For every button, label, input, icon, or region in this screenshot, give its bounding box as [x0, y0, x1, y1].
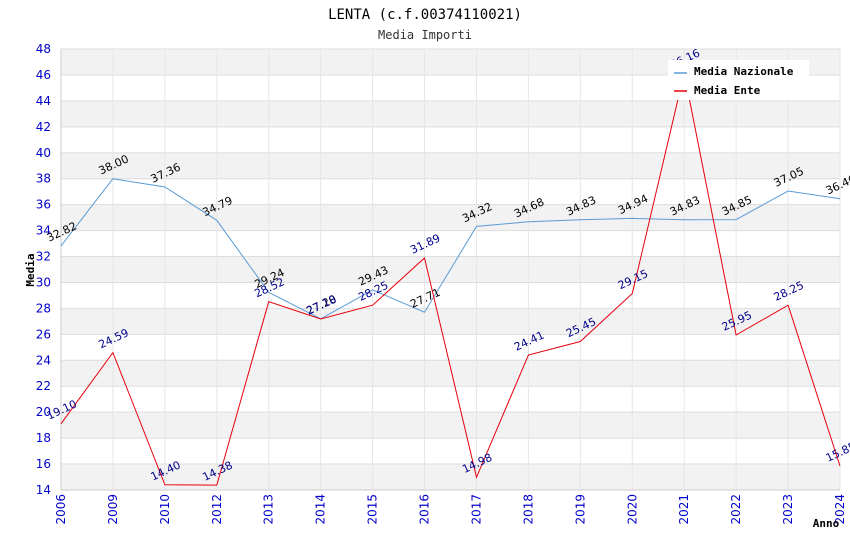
- series-line-media-nazionale: [60, 178, 841, 320]
- y-tick-label: 36: [36, 198, 51, 212]
- y-tick-label: 18: [36, 431, 51, 445]
- y-axis-label: Media: [24, 253, 37, 286]
- y-tick-label: 28: [36, 301, 51, 315]
- x-tick-label: 2015: [366, 494, 380, 525]
- x-tick-label: 2019: [573, 494, 587, 525]
- x-tick-label: 2016: [418, 494, 432, 525]
- y-tick-label: 44: [36, 94, 51, 108]
- y-tick-label: 40: [36, 146, 51, 160]
- x-axis-label: Anno: [813, 517, 840, 530]
- x-tick-label: 2018: [521, 494, 535, 525]
- chart-subtitle: Media Importi: [378, 28, 472, 42]
- x-tick-label: 2009: [106, 494, 120, 525]
- y-tick-label: 26: [36, 327, 51, 341]
- grid-band: [61, 152, 840, 179]
- x-tick-label: 2020: [625, 494, 639, 525]
- legend-label-media-nazionale: Media Nazionale: [694, 65, 794, 78]
- y-tick-label: 32: [36, 250, 51, 264]
- legend-box: [668, 60, 809, 100]
- y-tick-label: 20: [36, 405, 51, 419]
- grid-band: [61, 204, 840, 231]
- series-lines: [60, 72, 841, 486]
- y-tick-label: 30: [36, 275, 51, 289]
- chart-title: LENTA (c.f.00374110021): [328, 7, 522, 23]
- x-tick-label: 2006: [54, 494, 68, 525]
- grid-band: [61, 412, 840, 439]
- y-tick-label: 22: [36, 379, 51, 393]
- y-tick-label: 24: [36, 353, 51, 367]
- x-tick-label: 2022: [729, 494, 743, 525]
- series-line-media-ente: [60, 72, 841, 486]
- y-tick-label: 16: [36, 457, 51, 471]
- x-tick-label: 2024: [833, 494, 847, 525]
- grid-band: [61, 464, 840, 490]
- legend-label-media-ente: Media Ente: [694, 84, 761, 97]
- x-tick-label: 2021: [677, 494, 691, 525]
- x-tick-label: 2017: [469, 494, 483, 525]
- y-tick-label: 46: [36, 68, 51, 82]
- x-tick-label: 2012: [210, 494, 224, 525]
- data-label-media-nazionale: 27.71: [408, 286, 442, 311]
- grid-band: [61, 100, 840, 127]
- y-tick-labels: 14 16 18 20 22 24 26 28 30 32 34 36 38 40 42 44 46 48: [36, 42, 51, 497]
- y-tick-label: 34: [36, 224, 51, 238]
- x-tick-label: 2023: [781, 494, 795, 525]
- y-tick-label: 38: [36, 172, 51, 186]
- x-tick-label: 2014: [314, 494, 328, 525]
- data-label-media-ente: 31.89: [408, 232, 442, 257]
- x-tick-label: 2010: [158, 494, 172, 525]
- y-tick-label: 14: [36, 483, 51, 497]
- data-label-media-ente: 15.85: [824, 440, 850, 465]
- legend: Media Nazionale Media Ente: [668, 60, 809, 100]
- y-tick-label: 48: [36, 42, 51, 56]
- x-tick-labels: 2006 2009 2010 2012 2013 2014 2015 2016 2017 2018…: [54, 494, 847, 525]
- x-tick-label: 2013: [262, 494, 276, 525]
- grid-band: [61, 360, 840, 387]
- y-tick-label: 42: [36, 120, 51, 134]
- grid-band: [61, 308, 840, 335]
